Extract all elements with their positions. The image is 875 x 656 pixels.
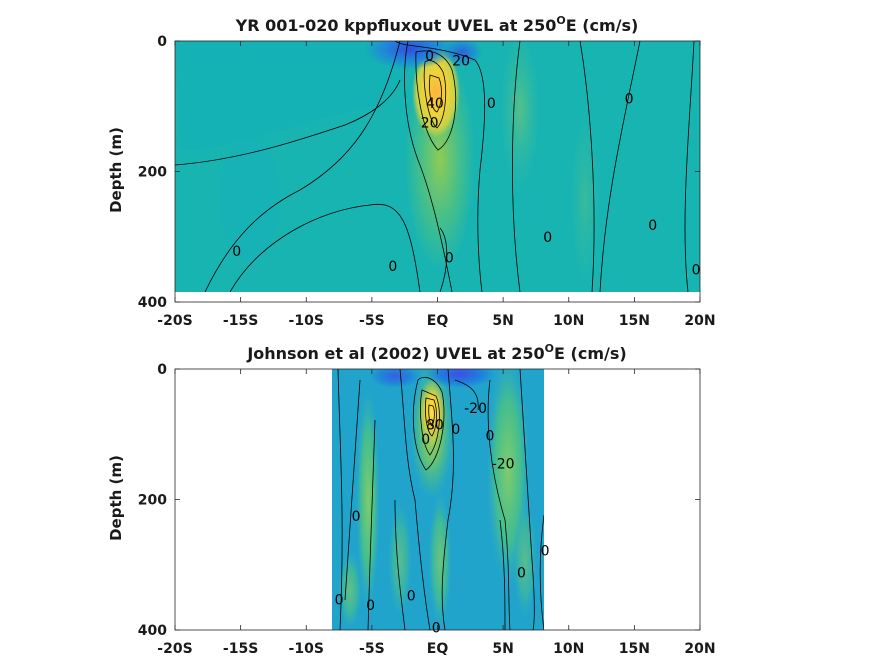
contour-label: 0 [517, 566, 526, 582]
contour-label: 0 [625, 91, 634, 107]
panel-1-field [175, 41, 700, 292]
contour-label: 0 [366, 598, 375, 614]
panel-2-y-axis-label: Depth (m) [107, 455, 125, 541]
contour-label: 80 [426, 417, 444, 433]
x-tick-label: -5S [359, 313, 385, 329]
x-tick-label: EQ [427, 313, 449, 329]
contour-label: 0 [352, 509, 361, 525]
x-tick-label: -15S [223, 313, 258, 329]
x-tick-label: 5N [492, 641, 513, 656]
contour-label: 0 [335, 592, 344, 608]
y-tick-label: 200 [138, 165, 167, 181]
x-tick-label: 10N [553, 641, 584, 656]
x-tick-label: -15S [223, 641, 258, 656]
y-tick-label: 0 [157, 34, 167, 50]
panel-2-y-ticks: 0 200 400 [138, 362, 700, 639]
contour-label: 0 [432, 620, 441, 636]
x-tick-label: 20N [684, 313, 715, 329]
x-tick-label: -10S [289, 641, 324, 656]
panel-1-y-axis-label: Depth (m) [107, 127, 125, 213]
y-tick-label: 400 [138, 623, 167, 639]
contour-label: 0 [692, 262, 701, 278]
panel-2-contours [337, 369, 544, 630]
x-tick-label: -5S [359, 641, 385, 656]
contour-label: 20 [452, 54, 470, 70]
panel-1-x-ticks: -20S -15S -10S -5S EQ 5N 10N 15N 20N [157, 41, 716, 329]
contour-label: 0 [451, 422, 460, 438]
x-tick-label: 20N [684, 641, 715, 656]
contour-label: 0 [407, 588, 416, 604]
contour-label: 0 [541, 543, 550, 559]
y-tick-label: 400 [138, 295, 167, 311]
contour-label: 0 [421, 432, 430, 448]
x-tick-label: 15N [619, 313, 650, 329]
panel-1-contour-labels: 0 20 40 20 0 0 0 0 0 0 0 0 [232, 48, 700, 278]
panel-2-x-ticks: -20S -15S -10S -5S EQ 5N 10N 15N 20N [157, 369, 716, 656]
contour-label: 0 [648, 218, 657, 234]
contour-label: 20 [421, 116, 439, 132]
panel-1-contours [175, 41, 695, 292]
contour-label: 0 [425, 48, 434, 64]
contour-label: 40 [426, 96, 444, 112]
contour-label: -20 [464, 401, 487, 417]
x-tick-label: 10N [553, 313, 584, 329]
y-tick-label: 200 [138, 493, 167, 509]
contour-label: 0 [487, 96, 496, 112]
panel-1-title: YR 001-020 kppfluxout UVEL at 250OE (cm/… [235, 14, 639, 35]
contour-label: 0 [486, 429, 495, 445]
x-tick-label: -20S [157, 641, 192, 656]
panel-2-title: Johnson et al (2002) UVEL at 250OE (cm/s… [246, 342, 626, 363]
x-tick-label: -10S [289, 313, 324, 329]
x-tick-label: 15N [619, 641, 650, 656]
contour-label: -20 [492, 457, 515, 473]
contour-label: 0 [232, 244, 241, 260]
contour-label: 0 [445, 251, 454, 267]
x-tick-label: 5N [492, 313, 513, 329]
contour-label: 0 [543, 230, 552, 246]
contour-label: 0 [388, 259, 397, 275]
panel-2-field [332, 369, 544, 630]
y-tick-label: 0 [157, 362, 167, 378]
x-tick-label: -20S [157, 313, 192, 329]
x-tick-label: EQ [427, 641, 449, 656]
